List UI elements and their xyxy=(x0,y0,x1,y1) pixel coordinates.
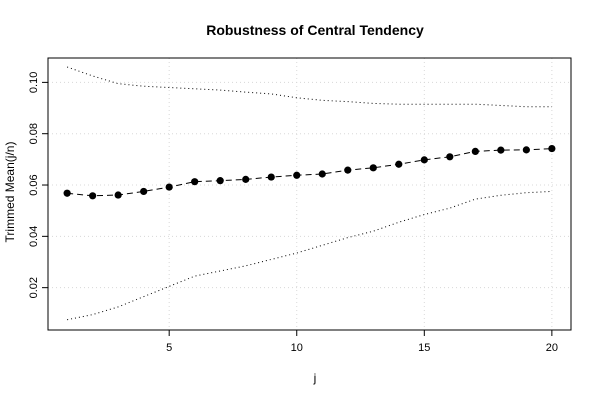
plot-frame xyxy=(47,57,572,331)
x-tick-label: 5 xyxy=(166,342,172,354)
data-point xyxy=(548,144,556,153)
data-point xyxy=(216,177,224,185)
data-point xyxy=(89,192,97,200)
grid xyxy=(48,58,571,330)
data-point xyxy=(497,146,505,154)
data-point xyxy=(63,189,71,197)
data-point xyxy=(165,183,173,191)
data-point xyxy=(420,156,428,164)
data-point xyxy=(140,187,148,196)
data-point xyxy=(114,191,122,199)
data-point xyxy=(446,153,454,161)
series-line-trimmed-mean xyxy=(67,148,552,197)
x-axis-label: j xyxy=(313,371,317,385)
series-line-bound-2 xyxy=(67,190,552,321)
data-point xyxy=(369,164,377,172)
data-point xyxy=(191,178,199,186)
x-tick-label: 20 xyxy=(546,342,558,354)
data-point xyxy=(471,147,479,156)
axes: 5 10 15 20 0.02 0.04 0.06 0.08 0.10 xyxy=(28,57,572,354)
y-tick-label: 0.04 xyxy=(28,226,40,247)
y-tick-label: 0.10 xyxy=(28,72,40,93)
y-tick-label: 0.06 xyxy=(28,174,40,195)
chart-title: Robustness of Central Tendency xyxy=(206,22,424,38)
data-point xyxy=(318,170,326,178)
data-point xyxy=(242,175,250,183)
y-tick-label: 0.02 xyxy=(28,277,40,298)
data-point xyxy=(267,173,275,181)
series xyxy=(63,66,556,321)
y-tick-label: 0.08 xyxy=(28,123,40,144)
data-point xyxy=(395,160,403,168)
x-tick-label: 10 xyxy=(291,342,303,354)
data-point xyxy=(344,166,352,174)
x-tick-label: 15 xyxy=(418,342,430,354)
data-point xyxy=(522,146,530,154)
data-point xyxy=(293,171,301,179)
series-line-bound-1 xyxy=(66,66,552,108)
y-axis-label: Trimmed Mean(j/n) xyxy=(3,142,17,243)
